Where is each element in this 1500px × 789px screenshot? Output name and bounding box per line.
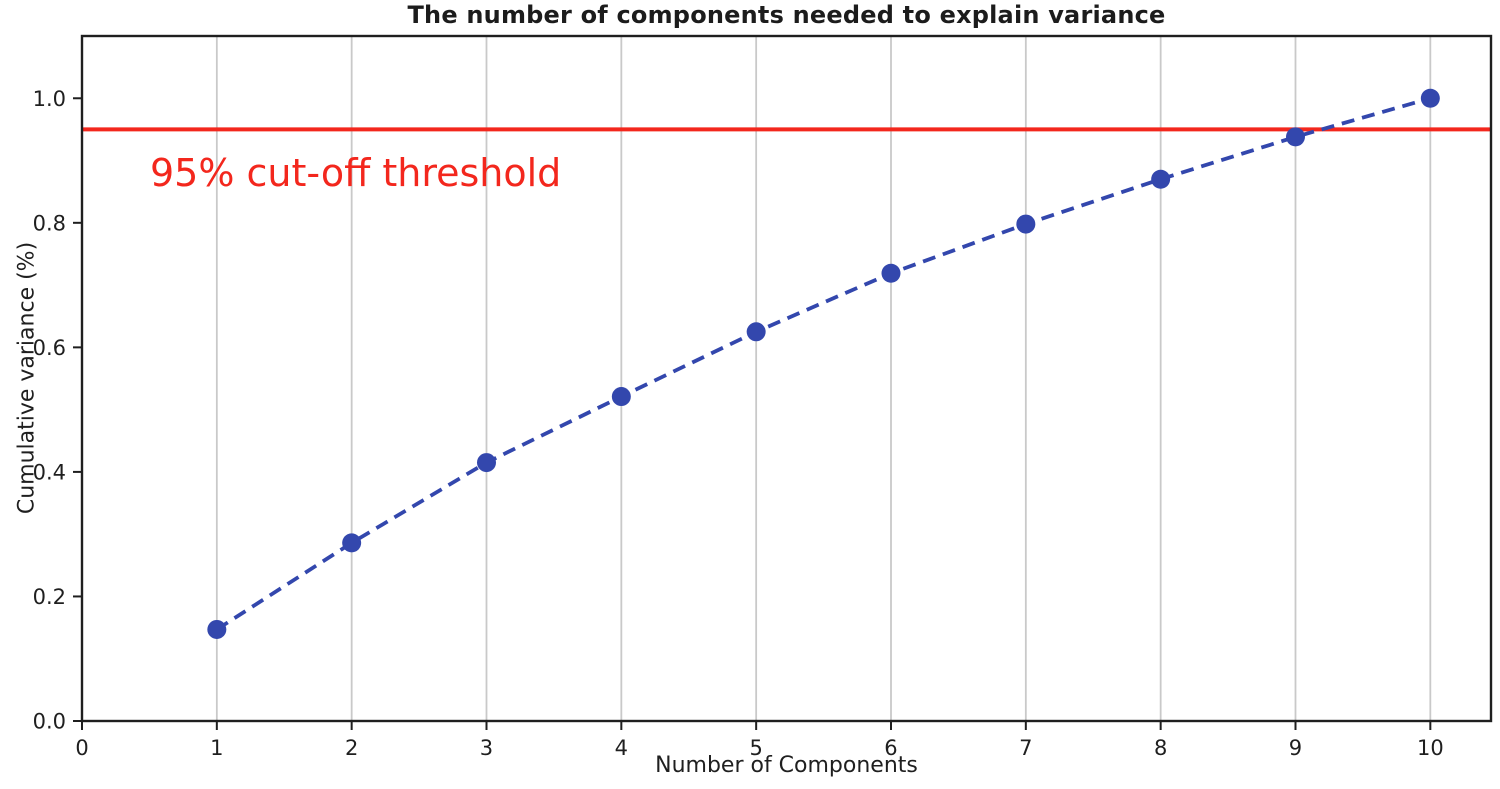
x-tick-label: 10	[1417, 736, 1444, 760]
x-tick-label: 2	[345, 736, 358, 760]
data-point	[611, 387, 631, 407]
data-point	[746, 322, 766, 342]
y-tick-label: 0.6	[33, 336, 66, 360]
x-tick-label: 0	[75, 736, 88, 760]
y-tick-label: 0.8	[33, 211, 66, 235]
data-point	[342, 533, 362, 553]
data-point	[1151, 169, 1171, 189]
x-tick-label: 5	[749, 736, 762, 760]
x-tick-label: 9	[1289, 736, 1302, 760]
plot-border	[80, 34, 1493, 723]
data-point	[1285, 127, 1305, 147]
data-point	[476, 453, 496, 473]
y-tick-label: 0.0	[33, 710, 66, 734]
x-tick-label: 3	[480, 736, 493, 760]
x-tick-label: 1	[210, 736, 223, 760]
x-tick-label: 4	[615, 736, 628, 760]
y-tick-label: 0.2	[33, 585, 66, 609]
data-point	[881, 263, 901, 283]
x-tick-label: 7	[1019, 736, 1032, 760]
y-axis-label: Cumulative variance (%)	[14, 241, 40, 515]
threshold-label: 95% cut-off threshold	[150, 151, 562, 195]
chart-title: The number of components needed to expla…	[407, 1, 1166, 29]
variance-line	[215, 96, 1431, 632]
y-tick-label: 0.4	[33, 460, 66, 484]
x-axis-label: Number of Components	[655, 753, 918, 778]
x-tick-label: 8	[1154, 736, 1167, 760]
data-point	[1016, 214, 1036, 234]
data-point	[1420, 88, 1440, 108]
x-tick-label: 6	[884, 736, 897, 760]
data-point	[207, 619, 227, 639]
y-tick-label: 1.0	[33, 87, 66, 111]
